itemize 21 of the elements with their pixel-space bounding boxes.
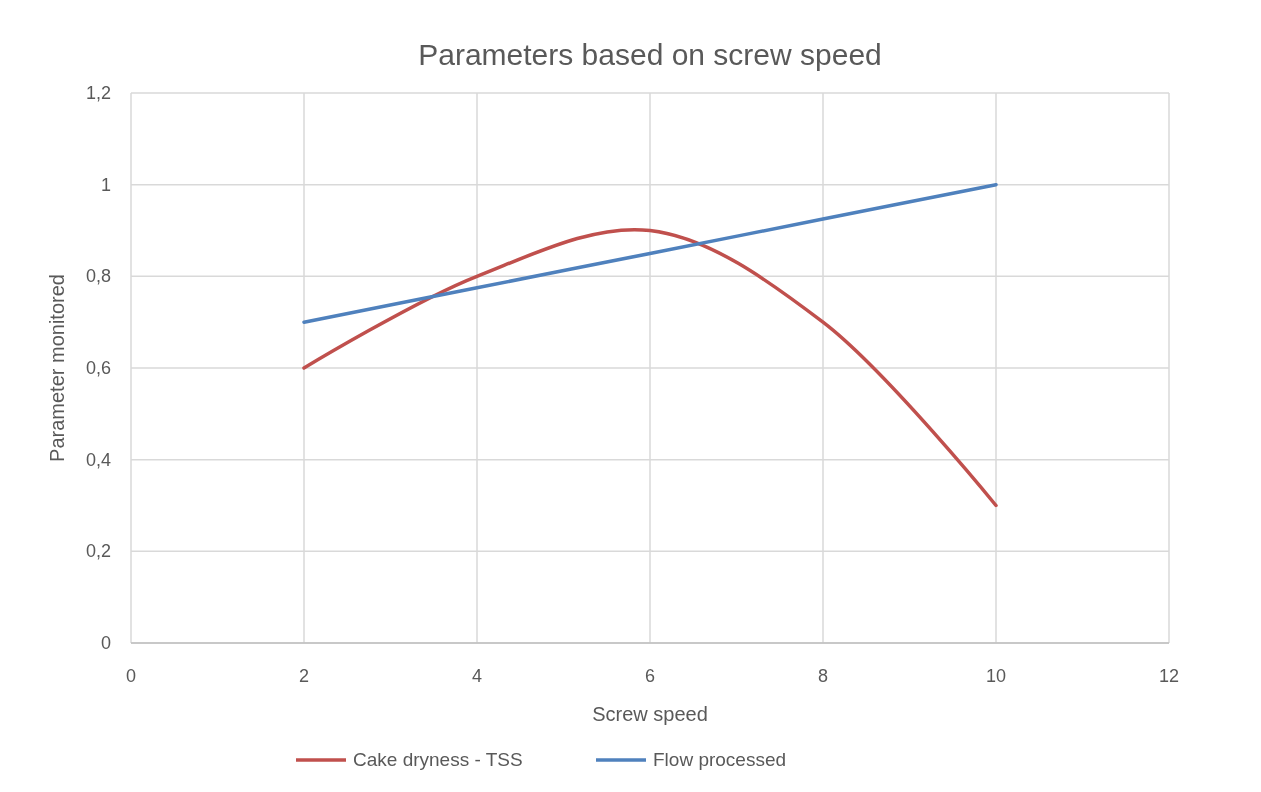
y-tick-label: 0,4 [85,449,111,470]
y-tick-label: 0,8 [85,266,111,287]
y-tick-label: 1 [100,174,111,195]
x-axis-title: Screw speed [592,703,708,725]
y-axis-title: Parameter monitored [46,274,68,462]
line-series [302,182,998,324]
x-tick-label: 8 [817,666,829,686]
y-tick-label: 0 [100,633,111,653]
y-tick-label: 0,2 [85,541,111,562]
chart-title: Parameters based on screw speed [418,38,882,71]
x-tick-label: 4 [471,666,483,686]
line-series [302,228,998,508]
x-tick-label: 6 [644,666,656,686]
x-tick-label: 2 [298,666,310,686]
x-tick-label: 0 [125,666,137,686]
x-tick-label: 10 [985,666,1007,686]
y-tick-label: 0,6 [85,358,111,378]
y-tick-label: 1,2 [85,83,111,103]
legend-label: Cake dryness - TSS [353,749,523,770]
x-tick-label: 12 [1158,666,1180,686]
legend-label: Flow processed [653,749,787,770]
